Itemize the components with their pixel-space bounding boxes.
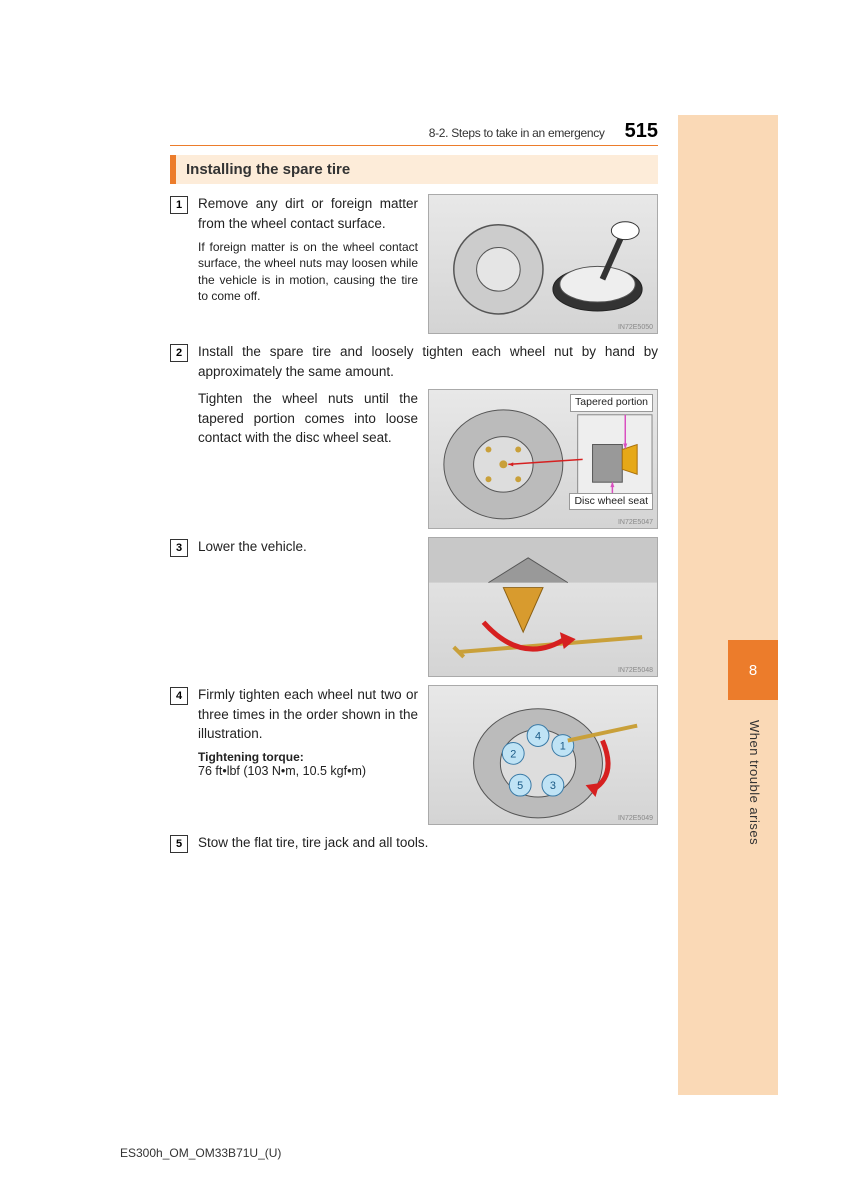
torque-value: 76 ft•lbf (103 N•m, 10.5 kgf•m) bbox=[198, 764, 418, 778]
figure-callout-tapered: Tapered portion bbox=[570, 394, 653, 412]
figure-lower-vehicle: IN72E5048 bbox=[428, 537, 658, 677]
jack-lower-icon bbox=[429, 538, 657, 677]
manual-page: 8 When trouble arises 8-2. Steps to take… bbox=[0, 0, 848, 1200]
step-text: Stow the flat tire, tire jack and all to… bbox=[198, 833, 658, 853]
page-header: 8-2. Steps to take in an emergency 515 bbox=[170, 120, 658, 146]
step-text: Lower the vehicle. bbox=[198, 537, 418, 557]
page-number: 515 bbox=[625, 120, 658, 143]
step-number: 3 bbox=[170, 539, 188, 557]
chapter-tab: 8 bbox=[728, 640, 778, 700]
wheel-clean-icon bbox=[429, 195, 657, 334]
step-number: 2 bbox=[170, 344, 188, 362]
figure-id: IN72E5049 bbox=[618, 815, 653, 822]
figure-id: IN72E5047 bbox=[618, 519, 653, 526]
step-text: Remove any dirt or foreign matter from t… bbox=[198, 194, 418, 233]
figure-wheel-nut-taper: Tapered portion Disc wheel seat IN72E504… bbox=[428, 389, 658, 529]
step-number: 4 bbox=[170, 687, 188, 705]
page-content: Installing the spare tire 1 Remove any d… bbox=[170, 155, 658, 861]
document-id-footer: ES300h_OM_OM33B71U_(U) bbox=[120, 1146, 281, 1160]
side-tab-background bbox=[678, 115, 778, 1095]
step-2: 2 Install the spare tire and loosely tig… bbox=[170, 342, 658, 529]
torque-label: Tightening torque: bbox=[198, 750, 418, 764]
figure-id: IN72E5050 bbox=[618, 324, 653, 331]
figure-tighten-order: 1 2 3 4 5 IN72E5049 bbox=[428, 685, 658, 825]
step-5: 5 Stow the flat tire, tire jack and all … bbox=[170, 833, 658, 853]
step-4: 4 Firmly tighten each wheel nut two or t… bbox=[170, 685, 658, 825]
step-3: 3 Lower the vehicle. IN72E5048 bbox=[170, 537, 658, 677]
step-text: Install the spare tire and loosely tight… bbox=[198, 342, 658, 381]
nut-4: 4 bbox=[535, 731, 541, 743]
step-text: Firmly tighten each wheel nut two or thr… bbox=[198, 685, 418, 744]
chapter-title-vertical: When trouble arises bbox=[747, 720, 762, 845]
tighten-order-icon: 1 2 3 4 5 bbox=[429, 686, 657, 825]
figure-wheel-cleaning: IN72E5050 bbox=[428, 194, 658, 334]
figure-callout-disc-seat: Disc wheel seat bbox=[569, 493, 653, 511]
nut-3: 3 bbox=[550, 780, 556, 792]
figure-id: IN72E5048 bbox=[618, 667, 653, 674]
section-title: Installing the spare tire bbox=[170, 155, 658, 184]
nut-2: 2 bbox=[510, 748, 516, 760]
section-breadcrumb: 8-2. Steps to take in an emergency bbox=[429, 126, 605, 140]
nut-1: 1 bbox=[560, 741, 566, 753]
step-text-2: Tighten the wheel nuts until the tapered… bbox=[198, 389, 418, 448]
step-number: 5 bbox=[170, 835, 188, 853]
step-note: If foreign matter is on the wheel contac… bbox=[198, 239, 418, 304]
header-rule: 8-2. Steps to take in an emergency 515 bbox=[170, 120, 658, 146]
chapter-number: 8 bbox=[749, 662, 757, 679]
step-1: 1 Remove any dirt or foreign matter from… bbox=[170, 194, 658, 334]
nut-5: 5 bbox=[517, 780, 523, 792]
step-number: 1 bbox=[170, 196, 188, 214]
